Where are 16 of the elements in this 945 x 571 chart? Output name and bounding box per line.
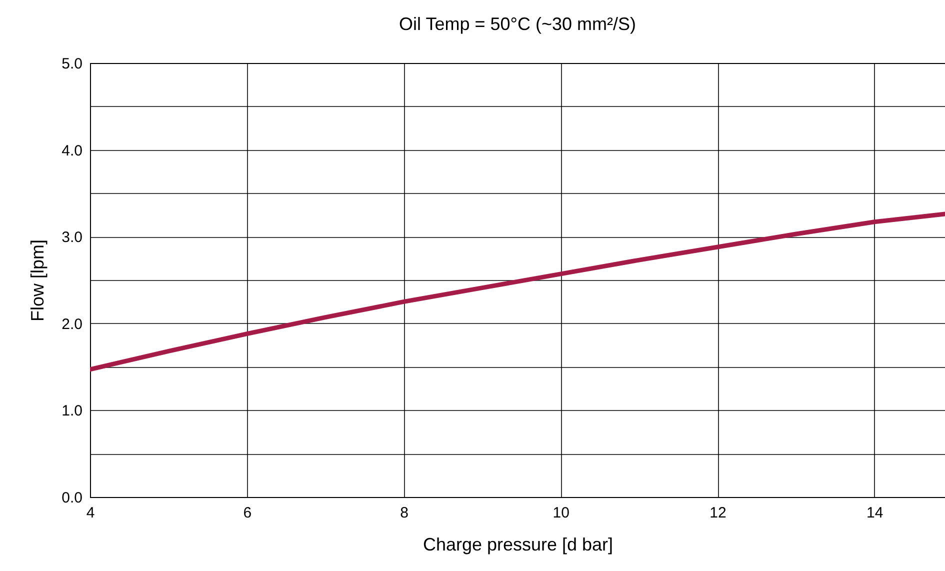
y-tick-label: 4.0	[62, 142, 82, 160]
x-axis-title: Charge pressure [d bar]	[422, 534, 614, 554]
y-tick-label: 1.0	[62, 402, 82, 420]
y-axis-title: Flow [lpm]	[28, 239, 48, 322]
chart-title: Oil Temp = 50°C (~30 mm²/S)	[399, 14, 636, 34]
y-tick-label: 3.0	[62, 229, 82, 246]
y-tick-label: 5.0	[62, 56, 82, 72]
y-tick-label: 0.0	[62, 490, 82, 506]
x-tick-label: 14	[866, 504, 884, 522]
x-tick-label: 4	[86, 504, 95, 522]
line-series	[90, 212, 945, 372]
x-tick-label: 10	[552, 504, 570, 522]
x-tick-label: 6	[243, 504, 252, 522]
x-tick-label: 12	[710, 504, 726, 522]
x-tick-label: 8	[400, 504, 408, 522]
y-tick-label: 2.0	[62, 316, 82, 333]
